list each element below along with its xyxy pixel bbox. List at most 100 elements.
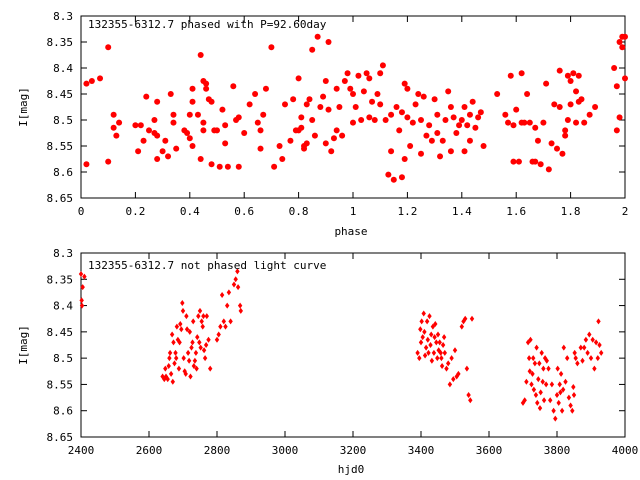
data-point (418, 326, 423, 333)
data-point (507, 72, 514, 79)
data-point (622, 33, 628, 40)
chart-title: 132355-6312.7 not phased light curve (88, 259, 326, 272)
data-point (528, 336, 533, 343)
data-point (325, 39, 332, 45)
x-tick-label: 2600 (136, 444, 163, 457)
data-point (522, 397, 527, 404)
data-point (317, 104, 324, 110)
data-point (311, 132, 318, 139)
data-point (276, 143, 283, 149)
data-point (534, 344, 539, 351)
data-point (314, 33, 321, 40)
y-tick-label: 8.5 (53, 114, 73, 127)
data-point (549, 381, 555, 388)
data-point (526, 119, 533, 126)
data-point (154, 132, 161, 139)
y-tick-label: 8.3 (53, 10, 73, 23)
x-tick-label: 0 (78, 205, 85, 218)
data-point (235, 268, 240, 275)
data-point (208, 365, 213, 372)
x-tick-label: 2 (622, 205, 629, 218)
x-tick-label: 3800 (544, 444, 571, 457)
data-point (363, 70, 370, 77)
data-point (262, 85, 269, 92)
x-tick-label: 3200 (340, 444, 367, 457)
data-point (459, 323, 464, 330)
data-point (140, 137, 147, 144)
data-point (295, 75, 302, 82)
x-axis-label: hjd0 (338, 463, 365, 476)
data-point (218, 323, 223, 330)
data-point (533, 391, 539, 398)
data-point (596, 318, 601, 325)
data-point (201, 347, 207, 354)
data-point (83, 80, 90, 87)
data-point (616, 114, 623, 121)
data-point (88, 78, 95, 84)
data-point (180, 307, 186, 314)
data-point (586, 111, 593, 118)
data-point (401, 80, 408, 87)
x-tick-label: 0.2 (125, 205, 145, 218)
data-point (447, 381, 453, 388)
x-axis-label: phase (334, 225, 367, 238)
data-point (558, 370, 564, 377)
data-point (599, 349, 604, 356)
data-point (222, 140, 229, 147)
y-axis-label: I[mag] (17, 87, 30, 127)
data-point (558, 389, 563, 396)
data-point (543, 80, 550, 87)
data-point (235, 163, 242, 170)
data-point (173, 145, 180, 152)
data-point (502, 111, 509, 118)
data-point (214, 127, 220, 134)
y-tick-label: 8.3 (53, 247, 73, 260)
data-point (199, 318, 204, 325)
data-point (388, 111, 395, 118)
data-point (515, 158, 522, 165)
x-tick-label: 1.2 (397, 205, 417, 218)
y-tick-label: 8.65 (47, 431, 74, 444)
data-point (592, 365, 597, 372)
data-point (573, 355, 578, 362)
y-tick-label: 8.55 (47, 378, 74, 391)
data-point (545, 166, 552, 173)
data-point (165, 153, 172, 160)
data-point (592, 104, 599, 110)
data-point (432, 334, 437, 341)
data-point (426, 122, 433, 129)
data-point (409, 119, 416, 126)
data-point (429, 331, 434, 338)
data-point (350, 91, 356, 97)
data-point (446, 360, 451, 367)
data-point (143, 93, 150, 100)
data-point (472, 124, 479, 131)
data-point (197, 52, 204, 58)
data-point (559, 407, 565, 414)
data-point (333, 127, 340, 134)
data-point (366, 114, 373, 121)
data-point (167, 355, 172, 362)
data-point (113, 132, 120, 139)
data-point (388, 148, 395, 155)
data-point (279, 156, 286, 162)
data-point (537, 161, 544, 168)
x-tick-label: 3600 (476, 444, 503, 457)
data-point (536, 376, 541, 383)
data-point (451, 376, 456, 383)
data-point (110, 111, 117, 118)
data-point (551, 101, 558, 108)
data-point (186, 111, 193, 118)
data-point (377, 70, 384, 77)
data-point (257, 127, 264, 134)
data-point (159, 148, 166, 155)
data-point (573, 88, 580, 95)
y-tick-label: 8.4 (53, 300, 73, 313)
data-point (325, 106, 332, 113)
y-ticks: 8.3 8.35 8.4 8.45 8.5 8.55 8.6 8.65 (47, 247, 625, 444)
data-point (116, 119, 123, 126)
data-point (424, 318, 430, 325)
data-point (616, 39, 623, 45)
data-point (556, 104, 563, 110)
data-point (170, 378, 175, 385)
